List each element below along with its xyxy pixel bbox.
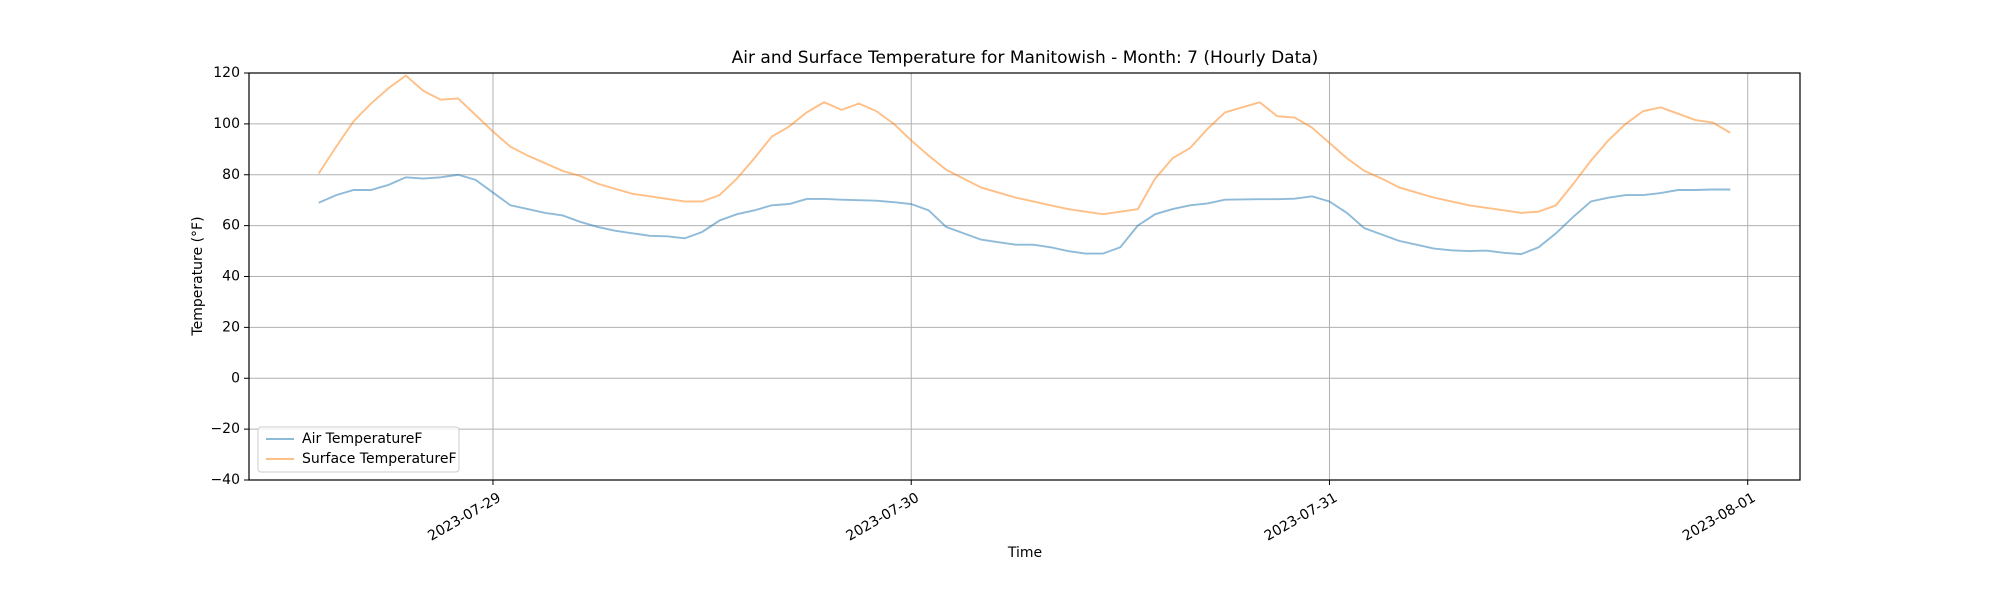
line-series [318,173,1731,256]
legend-label: Surface TemperatureF [302,451,457,467]
y-tick-label: 100 [213,116,240,132]
y-tick-label: −40 [210,472,240,488]
x-tick-label: 2023-08-01 [1680,490,1758,545]
legend-box [257,426,460,473]
plot-frame [248,72,1801,481]
x-axis-label: Time [1007,545,1042,561]
y-tick-label: 80 [222,167,240,183]
y-tick-label: 60 [222,218,240,234]
y-tick-label: 120 [213,65,240,81]
y-tick-label: 0 [231,370,240,386]
y-tick-label: −20 [210,421,240,437]
x-tick-label: 2023-07-31 [1262,490,1340,545]
x-tick-label: 2023-07-30 [844,490,922,545]
y-tick-label: 20 [222,319,240,335]
chart-title: Air and Surface Temperature for Manitowi… [732,48,1319,68]
y-axis-label: Temperature (°F) [190,216,206,336]
line-series [317,74,1731,216]
y-tick-label: 40 [222,269,240,285]
legend-label: Air TemperatureF [302,431,422,447]
x-tick-label: 2023-07-29 [425,490,503,545]
